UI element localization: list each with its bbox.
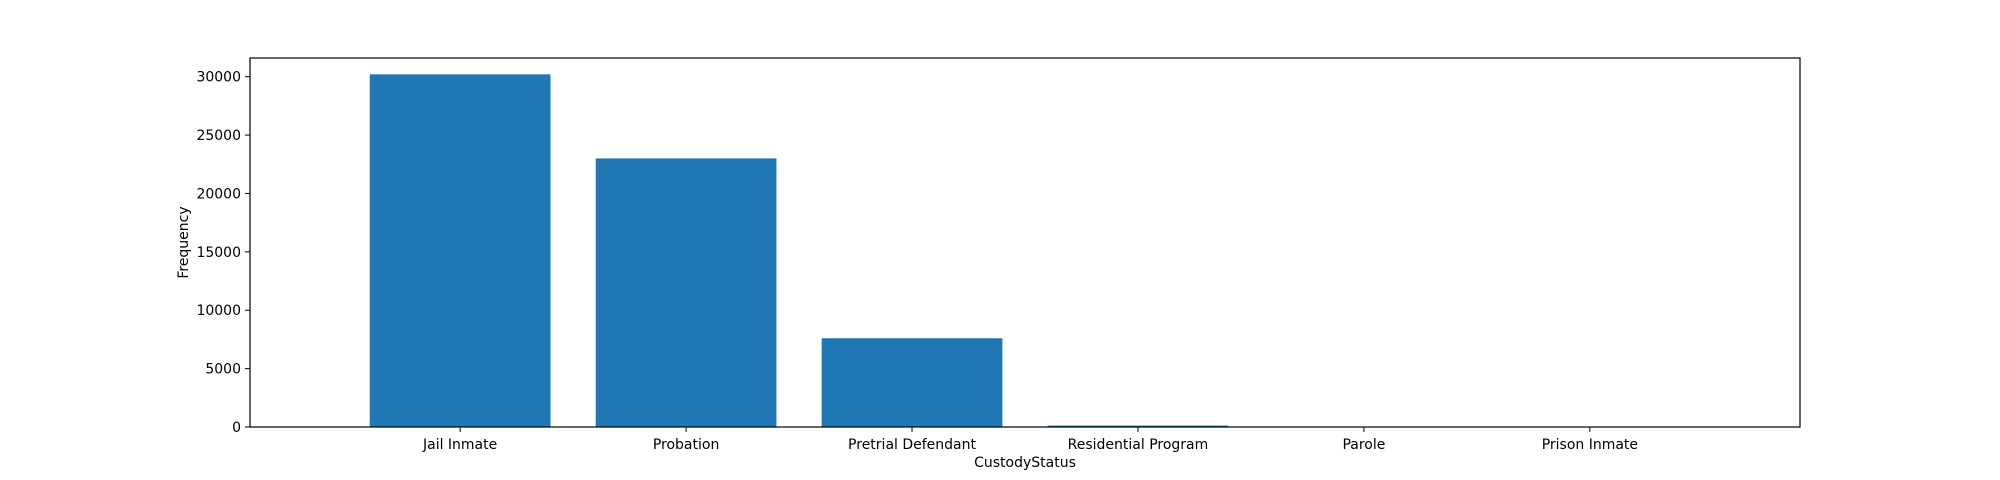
x-tick-label: Probation xyxy=(653,437,720,453)
x-axis: Jail Inmate Probation Pretrial Defendant Re… xyxy=(422,427,1638,453)
x-axis-label: CustodyStatus xyxy=(974,455,1076,471)
x-tick-label: Pretrial Defendant xyxy=(848,437,976,453)
x-tick-label: Prison Inmate xyxy=(1542,437,1638,453)
bar-probation xyxy=(595,158,777,427)
y-axis: 0 5000 10000 15000 20000 25000 30000 xyxy=(196,70,250,436)
bar-residential-program xyxy=(1047,425,1229,427)
y-tick-label: 25000 xyxy=(196,128,241,144)
bar-pretrial-defendant xyxy=(821,338,1003,427)
y-tick-label: 10000 xyxy=(196,303,241,319)
x-tick-label: Residential Program xyxy=(1068,437,1209,453)
y-tick-label: 0 xyxy=(232,420,241,436)
plot-frame xyxy=(249,57,1801,428)
y-tick-label: 20000 xyxy=(196,186,241,202)
bar-jail-inmate xyxy=(369,74,551,428)
y-tick-label: 15000 xyxy=(196,245,241,261)
bar-group xyxy=(369,74,1681,428)
y-tick-label: 5000 xyxy=(205,362,241,378)
x-tick-label: Parole xyxy=(1342,437,1385,453)
y-axis-label: Frequency xyxy=(176,206,192,278)
x-tick-label: Jail Inmate xyxy=(422,437,497,453)
y-tick-label: 30000 xyxy=(196,70,241,86)
